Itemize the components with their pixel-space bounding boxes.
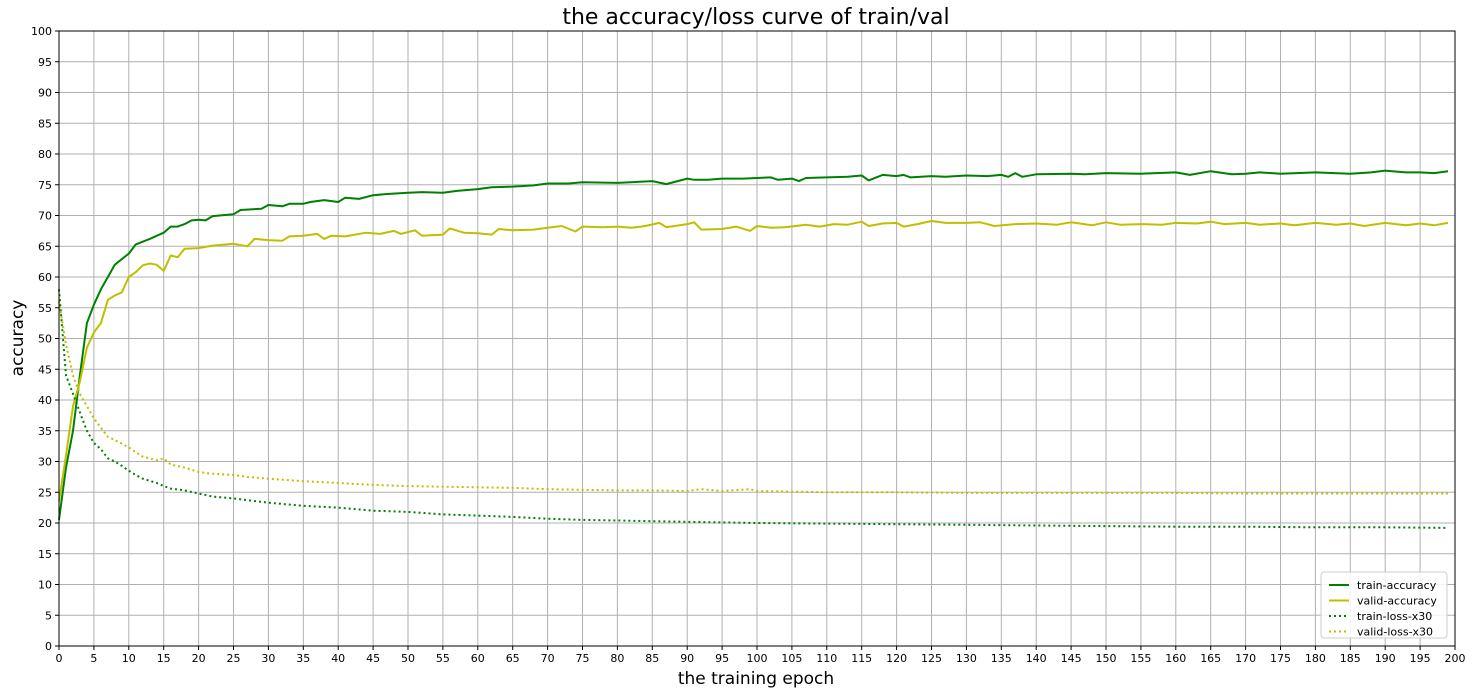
x-tick-label: 30	[261, 652, 275, 665]
y-tick-label: 70	[38, 210, 52, 223]
x-tick-label: 130	[956, 652, 977, 665]
legend-label: train-accuracy	[1357, 579, 1437, 592]
y-tick-label: 100	[31, 25, 52, 38]
x-tick-label: 170	[1235, 652, 1256, 665]
x-tick-label: 70	[541, 652, 555, 665]
y-tick-label: 40	[38, 394, 52, 407]
x-tick-label: 60	[471, 652, 485, 665]
y-tick-label: 65	[38, 240, 52, 253]
y-tick-label: 80	[38, 148, 52, 161]
x-tick-label: 55	[436, 652, 450, 665]
y-axis-label: accuracy	[8, 300, 28, 377]
y-tick-label: 0	[45, 640, 52, 653]
series-line-valid-loss-x30	[58, 301, 1448, 495]
x-tick-label: 95	[715, 652, 729, 665]
y-tick-label: 75	[38, 179, 52, 192]
x-tick-label: 100	[747, 652, 768, 665]
y-tick-label: 95	[38, 56, 52, 69]
legend-label: train-loss-x30	[1357, 610, 1432, 623]
y-tick-label: 60	[38, 271, 52, 284]
x-axis-ticks: 0 5 10 15 20 25 30 35 40 45 50 55 60 65 70 75 80 85 90 95 10…	[56, 646, 1466, 665]
y-tick-label: 50	[38, 333, 52, 346]
x-tick-label: 150	[1096, 652, 1117, 665]
x-tick-label: 105	[781, 652, 802, 665]
legend: train-accuracy valid-accuracy train-loss-x…	[1320, 571, 1448, 639]
x-tick-label: 200	[1445, 652, 1466, 665]
x-tick-label: 110	[816, 652, 837, 665]
y-tick-label: 20	[38, 517, 52, 530]
series-line-train-accuracy	[58, 169, 1449, 521]
x-tick-label: 40	[331, 652, 345, 665]
x-tick-label: 175	[1270, 652, 1291, 665]
x-tick-label: 140	[1026, 652, 1047, 665]
y-tick-label: 45	[38, 363, 52, 376]
x-tick-label: 25	[227, 652, 241, 665]
x-tick-label: 135	[991, 652, 1012, 665]
x-tick-label: 145	[1061, 652, 1082, 665]
y-tick-label: 35	[38, 425, 52, 438]
y-tick-label: 85	[38, 117, 52, 130]
x-tick-label: 85	[645, 652, 659, 665]
y-tick-label: 55	[38, 302, 52, 315]
x-tick-label: 155	[1130, 652, 1151, 665]
x-tick-label: 35	[296, 652, 310, 665]
y-axis-ticks: 0 5 10 15 20 25 30 35 40 45 50 55 60 65 70 75 80 85 90 95 10…	[31, 25, 59, 653]
x-tick-label: 115	[851, 652, 872, 665]
x-tick-label: 75	[576, 652, 590, 665]
x-tick-label: 80	[610, 652, 624, 665]
legend-box	[1320, 571, 1448, 639]
y-tick-label: 15	[38, 548, 52, 561]
y-tick-label: 30	[38, 456, 52, 469]
series-line-valid-accuracy	[58, 220, 1449, 502]
x-tick-label: 190	[1375, 652, 1396, 665]
x-tick-label: 195	[1410, 652, 1431, 665]
x-tick-label: 5	[90, 652, 97, 665]
y-tick-label: 25	[38, 486, 52, 499]
x-tick-label: 50	[401, 652, 415, 665]
legend-label: valid-accuracy	[1357, 595, 1437, 608]
x-tick-label: 15	[157, 652, 171, 665]
x-tick-label: 185	[1340, 652, 1361, 665]
y-tick-label: 90	[38, 87, 52, 100]
series-group	[58, 169, 1449, 529]
x-tick-label: 90	[680, 652, 694, 665]
y-tick-label: 5	[45, 609, 52, 622]
x-tick-label: 165	[1200, 652, 1221, 665]
x-tick-label: 120	[886, 652, 907, 665]
x-tick-label: 0	[56, 652, 63, 665]
chart-title: the accuracy/loss curve of train/val	[562, 5, 949, 30]
x-tick-label: 45	[366, 652, 380, 665]
x-tick-label: 180	[1305, 652, 1326, 665]
legend-label: valid-loss-x30	[1357, 626, 1433, 639]
x-tick-label: 20	[192, 652, 206, 665]
y-tick-label: 10	[38, 579, 52, 592]
x-tick-label: 125	[921, 652, 942, 665]
x-tick-label: 65	[506, 652, 520, 665]
x-axis-label: the training epoch	[678, 669, 834, 689]
grid	[58, 30, 1456, 647]
x-tick-label: 160	[1165, 652, 1186, 665]
x-tick-label: 10	[122, 652, 136, 665]
